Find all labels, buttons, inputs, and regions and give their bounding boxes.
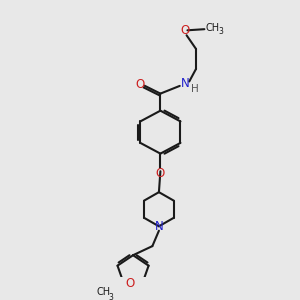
Text: N: N [154, 220, 163, 233]
Text: H: H [191, 84, 199, 94]
Text: O: O [136, 78, 145, 91]
Text: O: O [156, 167, 165, 180]
Text: 3: 3 [218, 27, 223, 36]
Text: O: O [180, 24, 190, 37]
Text: CH: CH [96, 287, 110, 298]
Text: N: N [180, 77, 189, 90]
Text: 3: 3 [109, 293, 114, 300]
Text: O: O [125, 277, 135, 290]
Text: CH: CH [206, 23, 220, 33]
